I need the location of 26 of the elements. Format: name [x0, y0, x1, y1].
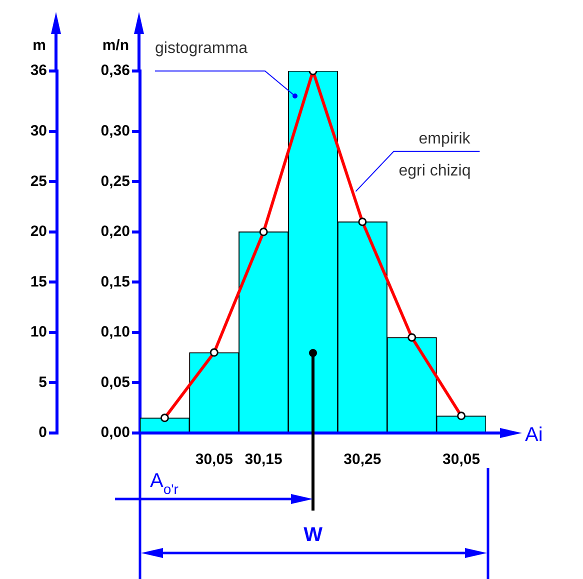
y2-tick-label: 25: [30, 172, 47, 190]
y-tick-label: 0,25: [100, 172, 130, 190]
x-tick-label: 30,05: [442, 451, 480, 468]
y2-tick-label: 5: [38, 374, 47, 391]
x-tick-label: 30,05: [195, 451, 233, 468]
x-tick-label: 30,15: [244, 451, 282, 468]
y2-tick-label: 0: [38, 424, 47, 442]
y2-tick-label: 36: [30, 62, 47, 80]
y-tick-label: 0,10: [100, 324, 130, 341]
y-axis-title: m/n: [102, 37, 129, 54]
y-tick-label: 0,36: [100, 62, 130, 80]
y-tick-label: 0,05: [100, 374, 130, 391]
x-tick-label: 30,25: [344, 451, 382, 468]
y2-tick-label: 20: [30, 223, 47, 240]
y2-axis-title: m: [32, 37, 46, 54]
x-axis-title: Ai: [525, 424, 543, 446]
y2-tick-label: 30: [30, 122, 47, 140]
text: W: [304, 524, 323, 546]
y2-tick-label: 10: [30, 324, 47, 341]
y2-tick-label: 15: [30, 273, 47, 290]
text: empirik egri chiziq: [398, 130, 472, 180]
y-tick-label: 0,30: [100, 122, 130, 140]
y-tick-label: 0,20: [100, 223, 130, 240]
y-tick-label: 0,00: [100, 424, 130, 442]
y-tick-label: 0,15: [100, 273, 130, 290]
text: gistogramma: [155, 40, 248, 57]
